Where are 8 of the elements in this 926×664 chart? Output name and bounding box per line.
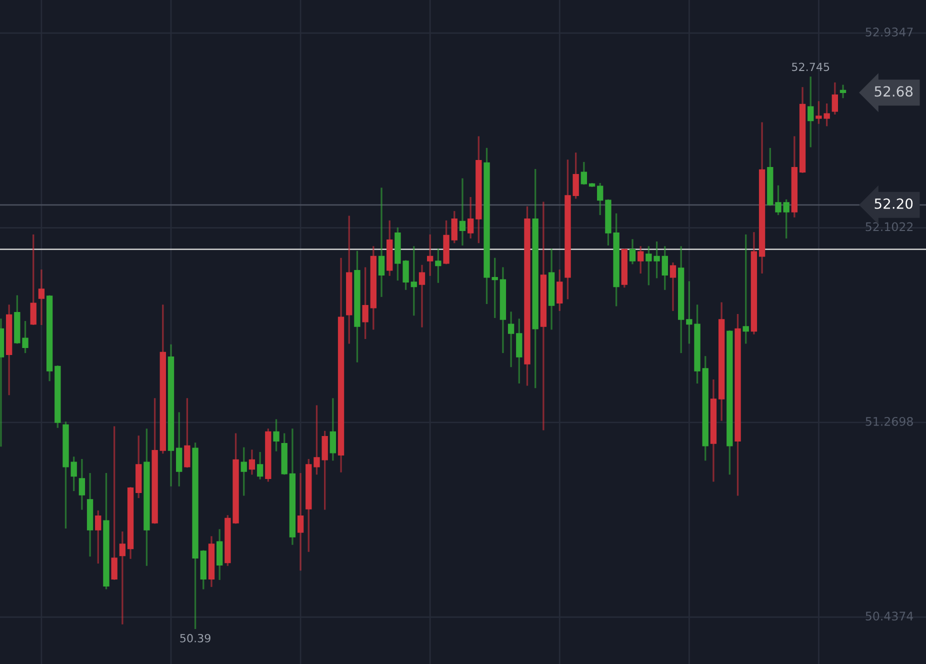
text: 52.68 — [874, 86, 913, 97]
y-tick-label: 52.9347 — [866, 28, 913, 36]
ref-line-label: 52.20 — [874, 198, 913, 209]
annotation: 52.745 — [792, 62, 830, 72]
y-tick-label: 52.1022 — [866, 222, 913, 232]
annotation: 50.39 — [180, 634, 210, 642]
y-tick-label: 51.2698 — [866, 416, 913, 426]
y-tick-label: 50.4374 — [866, 612, 914, 621]
